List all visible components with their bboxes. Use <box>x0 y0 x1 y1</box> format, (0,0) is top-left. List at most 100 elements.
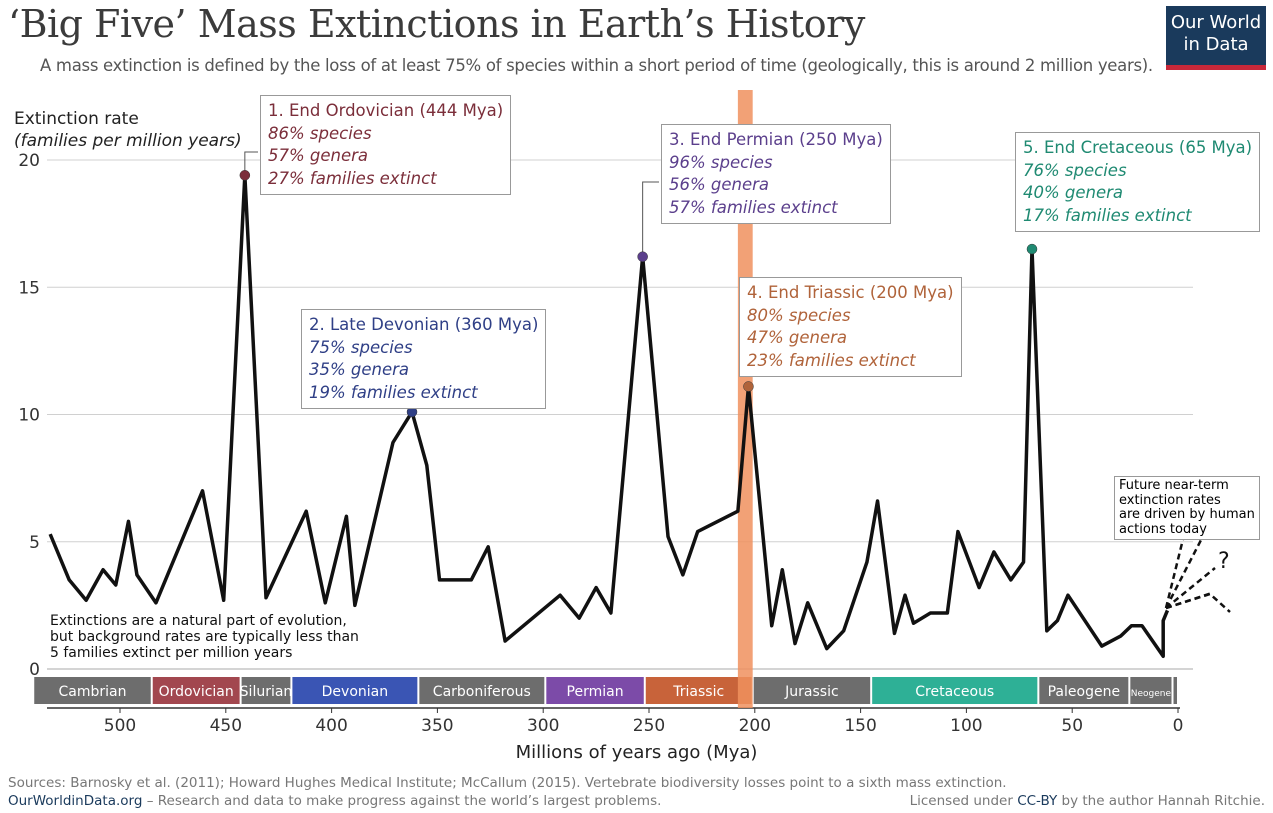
background-rate-note: Extinctions are a natural part of evolut… <box>50 613 359 661</box>
event-stat: 57% families extinct <box>669 197 838 217</box>
period-band <box>292 677 418 704</box>
x-tick-label: 0 <box>1173 716 1184 736</box>
leader-line <box>642 181 659 257</box>
sources-text: Sources: Barnosky et al. (2011); Howard … <box>8 775 1007 791</box>
future-projection-line <box>1165 567 1216 609</box>
period-label: Ordovician <box>159 684 234 700</box>
note-line: 5 families extinct per million years <box>50 645 293 661</box>
note-line: Extinctions are a natural part of evolut… <box>50 613 347 629</box>
period-label: Jurassic <box>784 684 839 700</box>
x-tick-label: 250 <box>633 716 665 736</box>
note-line: are driven by human <box>1119 507 1255 522</box>
period-band <box>152 677 240 704</box>
event-marker <box>239 170 251 181</box>
license-pre: Licensed under <box>909 793 1018 809</box>
note-line: Future near-term <box>1119 478 1229 493</box>
event-title: 2. Late Devonian (360 Mya) <box>309 315 539 334</box>
y-tick-label: 20 <box>18 151 40 171</box>
event-stat: 80% species <box>747 305 851 325</box>
chart-title: ‘Big Five’ Mass Extinctions in Earth’s H… <box>8 2 865 46</box>
footer-left: OurWorldinData.org – Research and data t… <box>8 793 661 809</box>
y-axis-subtitle: (families per million years) <box>14 131 242 151</box>
period-label: Permian <box>567 684 624 700</box>
event-marker <box>637 251 648 262</box>
x-tick-label: 300 <box>527 716 559 736</box>
event-annotation: 2. Late Devonian (360 Mya) 75% species 35%… <box>301 309 547 409</box>
x-tick-label: 150 <box>844 716 876 736</box>
event-title: 5. End Cretaceous (65 Mya) <box>1023 138 1253 157</box>
question-mark: ? <box>1218 549 1230 574</box>
license-text: Licensed under CC-BY by the author Hanna… <box>910 793 1265 809</box>
future-projection-line <box>1164 539 1203 609</box>
period-band <box>1039 677 1129 704</box>
event-title: 4. End Triassic (200 Mya) <box>747 283 954 302</box>
period-label: Neogene <box>1131 689 1172 699</box>
event-marker <box>743 381 754 392</box>
period-band <box>645 677 752 704</box>
y-tick-label: 10 <box>18 406 40 426</box>
event-annotation: 5. End Cretaceous (65 Mya) 76% species 40%… <box>1015 132 1261 232</box>
period-band <box>34 677 151 704</box>
event-stat: 56% genera <box>669 175 770 194</box>
period-band <box>419 677 545 704</box>
period-band <box>1173 677 1177 704</box>
event-stat: 75% species <box>309 337 413 357</box>
license-post: by the author Hannah Ritchie. <box>1057 793 1266 809</box>
logo-line-1: Our World <box>1170 12 1262 33</box>
owid-logo[interactable]: Our World in Data <box>1166 6 1266 70</box>
extinction-rate-line <box>48 173 1170 659</box>
x-tick-label: 350 <box>421 716 453 736</box>
future-note: Future near-term extinction rates are dr… <box>1114 476 1260 540</box>
note-line: actions today <box>1119 521 1207 537</box>
x-tick-label: 400 <box>315 716 347 736</box>
event-stat: 19% families extinct <box>309 382 478 402</box>
x-tick-label: 500 <box>104 716 136 736</box>
period-label: Paleogene <box>1048 684 1120 700</box>
event-title: 1. End Ordovician (444 Mya) <box>268 101 504 120</box>
chart-subtitle: A mass extinction is defined by the loss… <box>40 56 1153 75</box>
logo-line-2: in Data <box>1183 34 1249 55</box>
event-stat: 86% species <box>268 123 372 143</box>
x-tick-label: 450 <box>210 716 242 736</box>
period-label: Carboniferous <box>433 684 531 700</box>
y-axis-title: Extinction rate <box>14 109 139 129</box>
tagline: – Research and data to make progress aga… <box>142 793 662 809</box>
event-stat: 96% species <box>669 152 773 172</box>
event-stat: 47% genera <box>747 328 848 347</box>
x-tick-label: 200 <box>739 716 771 736</box>
license-link[interactable]: CC-BY <box>1017 793 1058 809</box>
y-axis-label: Extinction rate (families per million ye… <box>14 108 242 152</box>
event-annotation: 3. End Permian (250 Mya) 96% species 56% g… <box>661 124 891 224</box>
period-label: Triassic <box>672 684 724 700</box>
event-stat: 40% genera <box>1023 183 1124 202</box>
event-annotation: 1. End Ordovician (444 Mya) 86% species 57… <box>260 95 512 195</box>
period-label: Cambrian <box>58 684 126 700</box>
period-band <box>872 677 1038 704</box>
event-annotation: 4. End Triassic (200 Mya) 80% species 47% … <box>739 277 962 377</box>
period-band <box>753 677 871 704</box>
future-projection-line <box>1165 592 1231 613</box>
period-label: Silurian <box>240 684 293 700</box>
y-tick-label: 15 <box>18 278 40 298</box>
event-stat: 23% families extinct <box>747 350 916 370</box>
period-label: Cretaceous <box>915 684 994 700</box>
leader-line <box>244 151 258 176</box>
note-line: extinction rates <box>1119 492 1221 508</box>
event-stat: 35% genera <box>309 360 410 379</box>
x-tick-label: 50 <box>1061 716 1083 736</box>
period-label: Devonian <box>322 684 388 700</box>
event-stat: 57% genera <box>268 146 369 165</box>
period-band <box>1130 677 1172 704</box>
y-tick-label: 5 <box>29 533 40 553</box>
event-title: 3. End Permian (250 Mya) <box>669 130 883 149</box>
highlight-band <box>737 90 753 708</box>
x-tick-label: 100 <box>950 716 982 736</box>
x-axis-title: Millions of years ago (Mya) <box>515 742 758 763</box>
event-stat: 17% families extinct <box>1023 205 1192 225</box>
site-link[interactable]: OurWorldinData.org <box>8 793 143 809</box>
future-projection-line <box>1164 526 1188 609</box>
y-tick-label: 0 <box>29 660 40 680</box>
event-stat: 27% families extinct <box>268 168 437 188</box>
